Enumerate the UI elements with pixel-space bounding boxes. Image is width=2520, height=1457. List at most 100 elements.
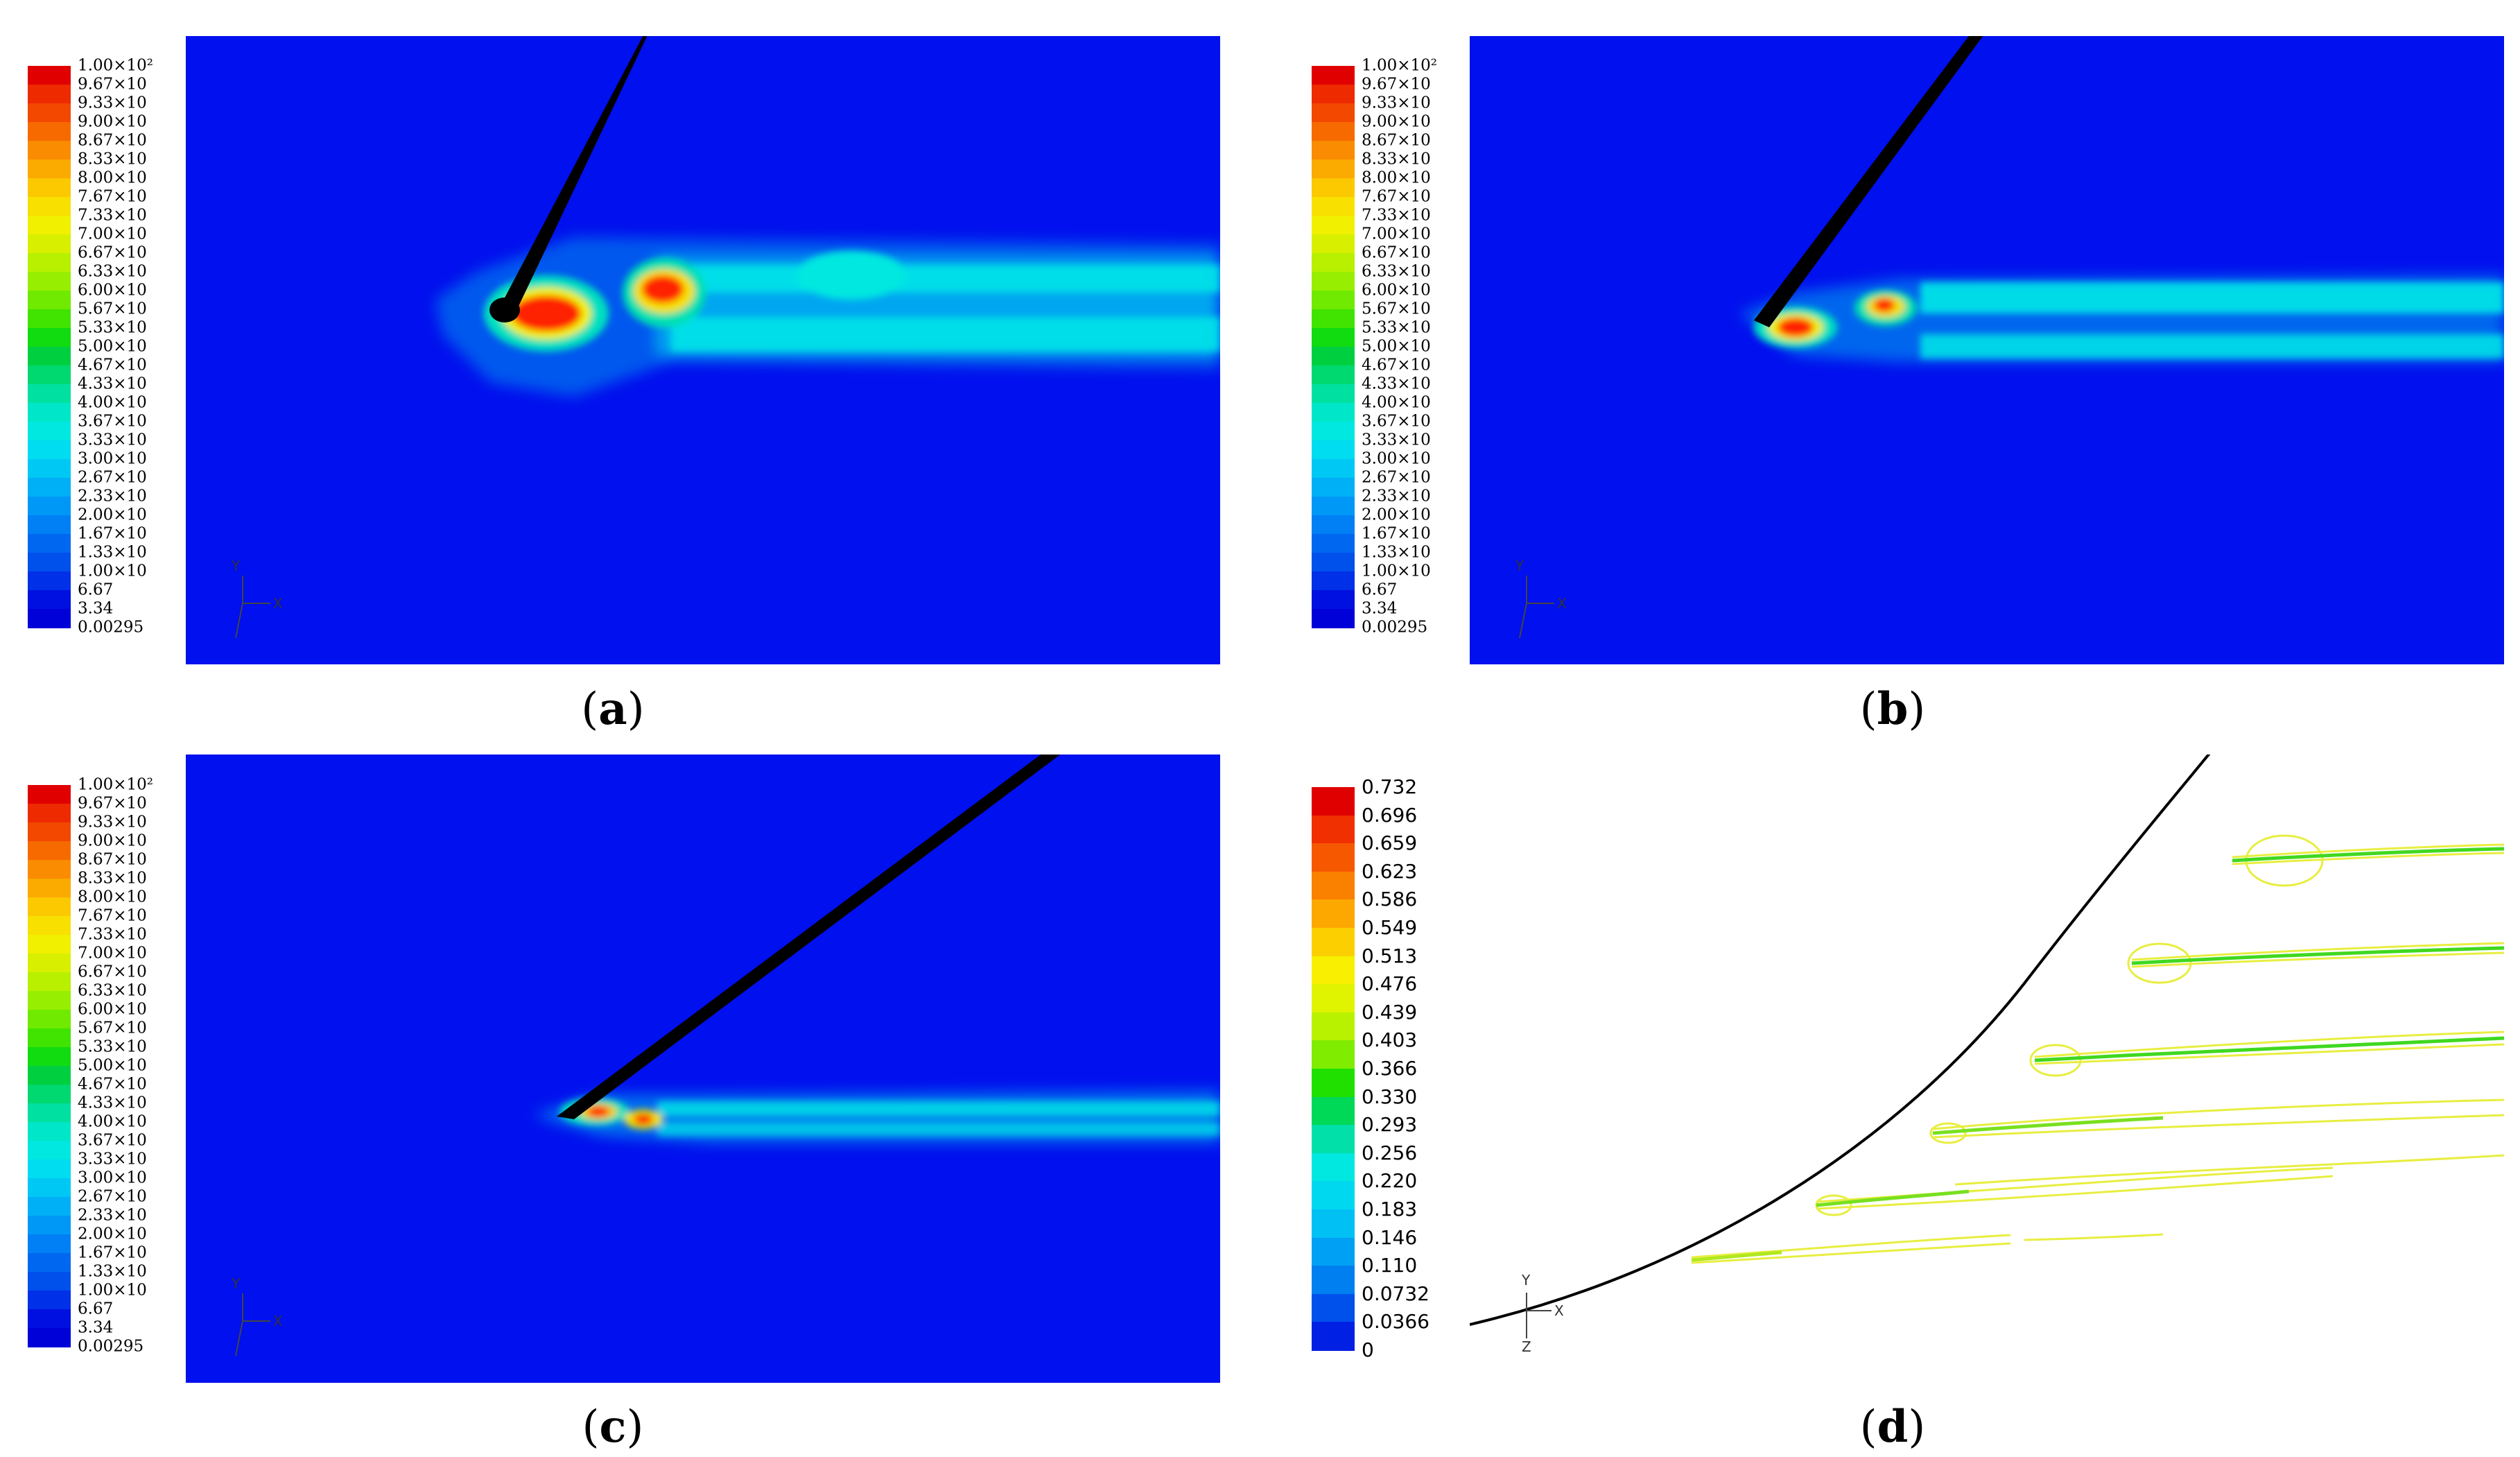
legend-color-band: [28, 972, 71, 992]
legend-label: 0.110: [1362, 1254, 1418, 1277]
axis-triad-a: Y X: [229, 558, 305, 662]
caption-a: (a): [581, 683, 645, 735]
legend-a-colorbar: [28, 66, 71, 628]
legend-label: 0.439: [1362, 1000, 1418, 1024]
legend-d-colorbar: [1312, 787, 1355, 1351]
legend-label: 0.513: [1362, 944, 1418, 967]
legend-label: 4.67×10: [78, 356, 147, 374]
legend-label: 1.67×10: [1362, 524, 1431, 543]
legend-label: 2.67×10: [78, 468, 147, 487]
legend-color-band: [1312, 899, 1355, 929]
legend-label: 0.696: [1362, 803, 1418, 827]
legend-label: 4.33×10: [1362, 374, 1431, 393]
legend-label: 5.33×10: [1362, 318, 1431, 337]
legend-color-band: [28, 916, 71, 936]
legend-color-band: [28, 1309, 71, 1329]
legend-label: 7.00×10: [1362, 225, 1431, 243]
legend-color-band: [28, 935, 71, 954]
legend-color-band: [1312, 571, 1355, 591]
legend-label: 5.33×10: [78, 318, 147, 337]
caption-c: (c): [582, 1401, 644, 1453]
legend-color-band: [28, 440, 71, 460]
legend-color-band: [1312, 928, 1355, 957]
legend-label: 6.67×10: [78, 963, 147, 981]
legend-color-band: [28, 609, 71, 628]
legend-label: 0.146: [1362, 1225, 1418, 1249]
legend-color-band: [28, 590, 71, 610]
legend-color-band: [1312, 1125, 1355, 1154]
legend-color-band: [28, 272, 71, 291]
legend-color-band: [1312, 347, 1355, 366]
legend-color-band: [28, 822, 71, 842]
legend-label: 9.67×10: [78, 794, 147, 813]
legend-color-band: [1312, 1069, 1355, 1098]
legend-color-band: [1312, 197, 1355, 216]
legend-color-band: [1312, 160, 1355, 179]
legend-color-band: [1312, 1209, 1355, 1239]
legend-label: 3.67×10: [78, 1131, 147, 1150]
legend-label: 8.33×10: [78, 869, 147, 888]
legend-label: 2.67×10: [1362, 468, 1431, 487]
contour-plot-c: [186, 755, 1220, 1383]
legend-color-band: [28, 1066, 71, 1085]
legend-color-band: [28, 841, 71, 861]
legend-color-band: [1312, 609, 1355, 628]
legend-c-colorbar: [28, 785, 71, 1347]
legend-label: 0.659: [1362, 831, 1418, 855]
legend-label: 0.403: [1362, 1028, 1418, 1052]
legend-color-band: [28, 122, 71, 141]
legend-label: 3.00×10: [1362, 449, 1431, 468]
legend-color-band: [28, 1328, 71, 1347]
axis-x-label-a: X: [273, 595, 283, 612]
legend-color-band: [1312, 497, 1355, 516]
axis-x-label-d: X: [1554, 1302, 1564, 1319]
legend-color-band: [1312, 956, 1355, 985]
legend-label: 0.366: [1362, 1057, 1418, 1080]
axis-triad-b: Y X: [1513, 558, 1589, 662]
legend-color-band: [1312, 815, 1355, 844]
legend-b-colorbar: [1312, 66, 1355, 628]
legend-label: 1.33×10: [1362, 543, 1431, 562]
legend-label: 5.67×10: [78, 300, 147, 318]
streak-plot-d: [1470, 755, 2504, 1383]
legend-color-band: [28, 1103, 71, 1123]
legend-color-band: [28, 1253, 71, 1273]
legend-label: 6.33×10: [78, 981, 147, 1000]
legend-color-band: [1312, 1322, 1355, 1351]
legend-label: 4.00×10: [78, 393, 147, 412]
legend-color-band: [1312, 178, 1355, 198]
legend-label: 4.00×10: [1362, 393, 1431, 412]
axis-y-label-d: Y: [1522, 1272, 1531, 1288]
legend-color-band: [1312, 291, 1355, 310]
legend-label: 0.732: [1362, 775, 1418, 798]
legend-color-band: [28, 365, 71, 385]
legend-label: 7.67×10: [78, 187, 147, 206]
legend-color-band: [1312, 1040, 1355, 1069]
legend-color-band: [1312, 843, 1355, 872]
legend-label: 0.330: [1362, 1085, 1418, 1108]
legend-color-band: [1312, 66, 1355, 85]
legend-color-band: [1312, 478, 1355, 497]
legend-color-band: [1312, 103, 1355, 123]
legend-label: 9.33×10: [1362, 94, 1431, 112]
legend-label: 0.586: [1362, 888, 1418, 911]
contour-plot-c-svg: [186, 755, 1220, 1383]
legend-label: 6.33×10: [1362, 262, 1431, 281]
legend-label: 4.00×10: [78, 1112, 147, 1131]
contour-plot-a-svg: [186, 36, 1220, 664]
legend-color-band: [1312, 85, 1355, 104]
legend-color-band: [28, 422, 71, 441]
legend-label: 0.623: [1362, 859, 1418, 883]
legend-label: 3.67×10: [1362, 412, 1431, 431]
legend-label: 6.00×10: [1362, 281, 1431, 300]
axis-triad-c: Y X: [229, 1275, 305, 1380]
legend-label: 3.00×10: [78, 449, 147, 468]
streak-plot-d-svg: [1470, 755, 2504, 1383]
legend-color-band: [1312, 871, 1355, 900]
legend-label: 8.00×10: [78, 169, 147, 187]
legend-label: 8.00×10: [1362, 169, 1431, 187]
blade-curve-d: [1470, 755, 2211, 1326]
legend-color-band: [1312, 590, 1355, 610]
legend-color-band: [1312, 328, 1355, 347]
legend-label: 2.67×10: [78, 1187, 147, 1206]
